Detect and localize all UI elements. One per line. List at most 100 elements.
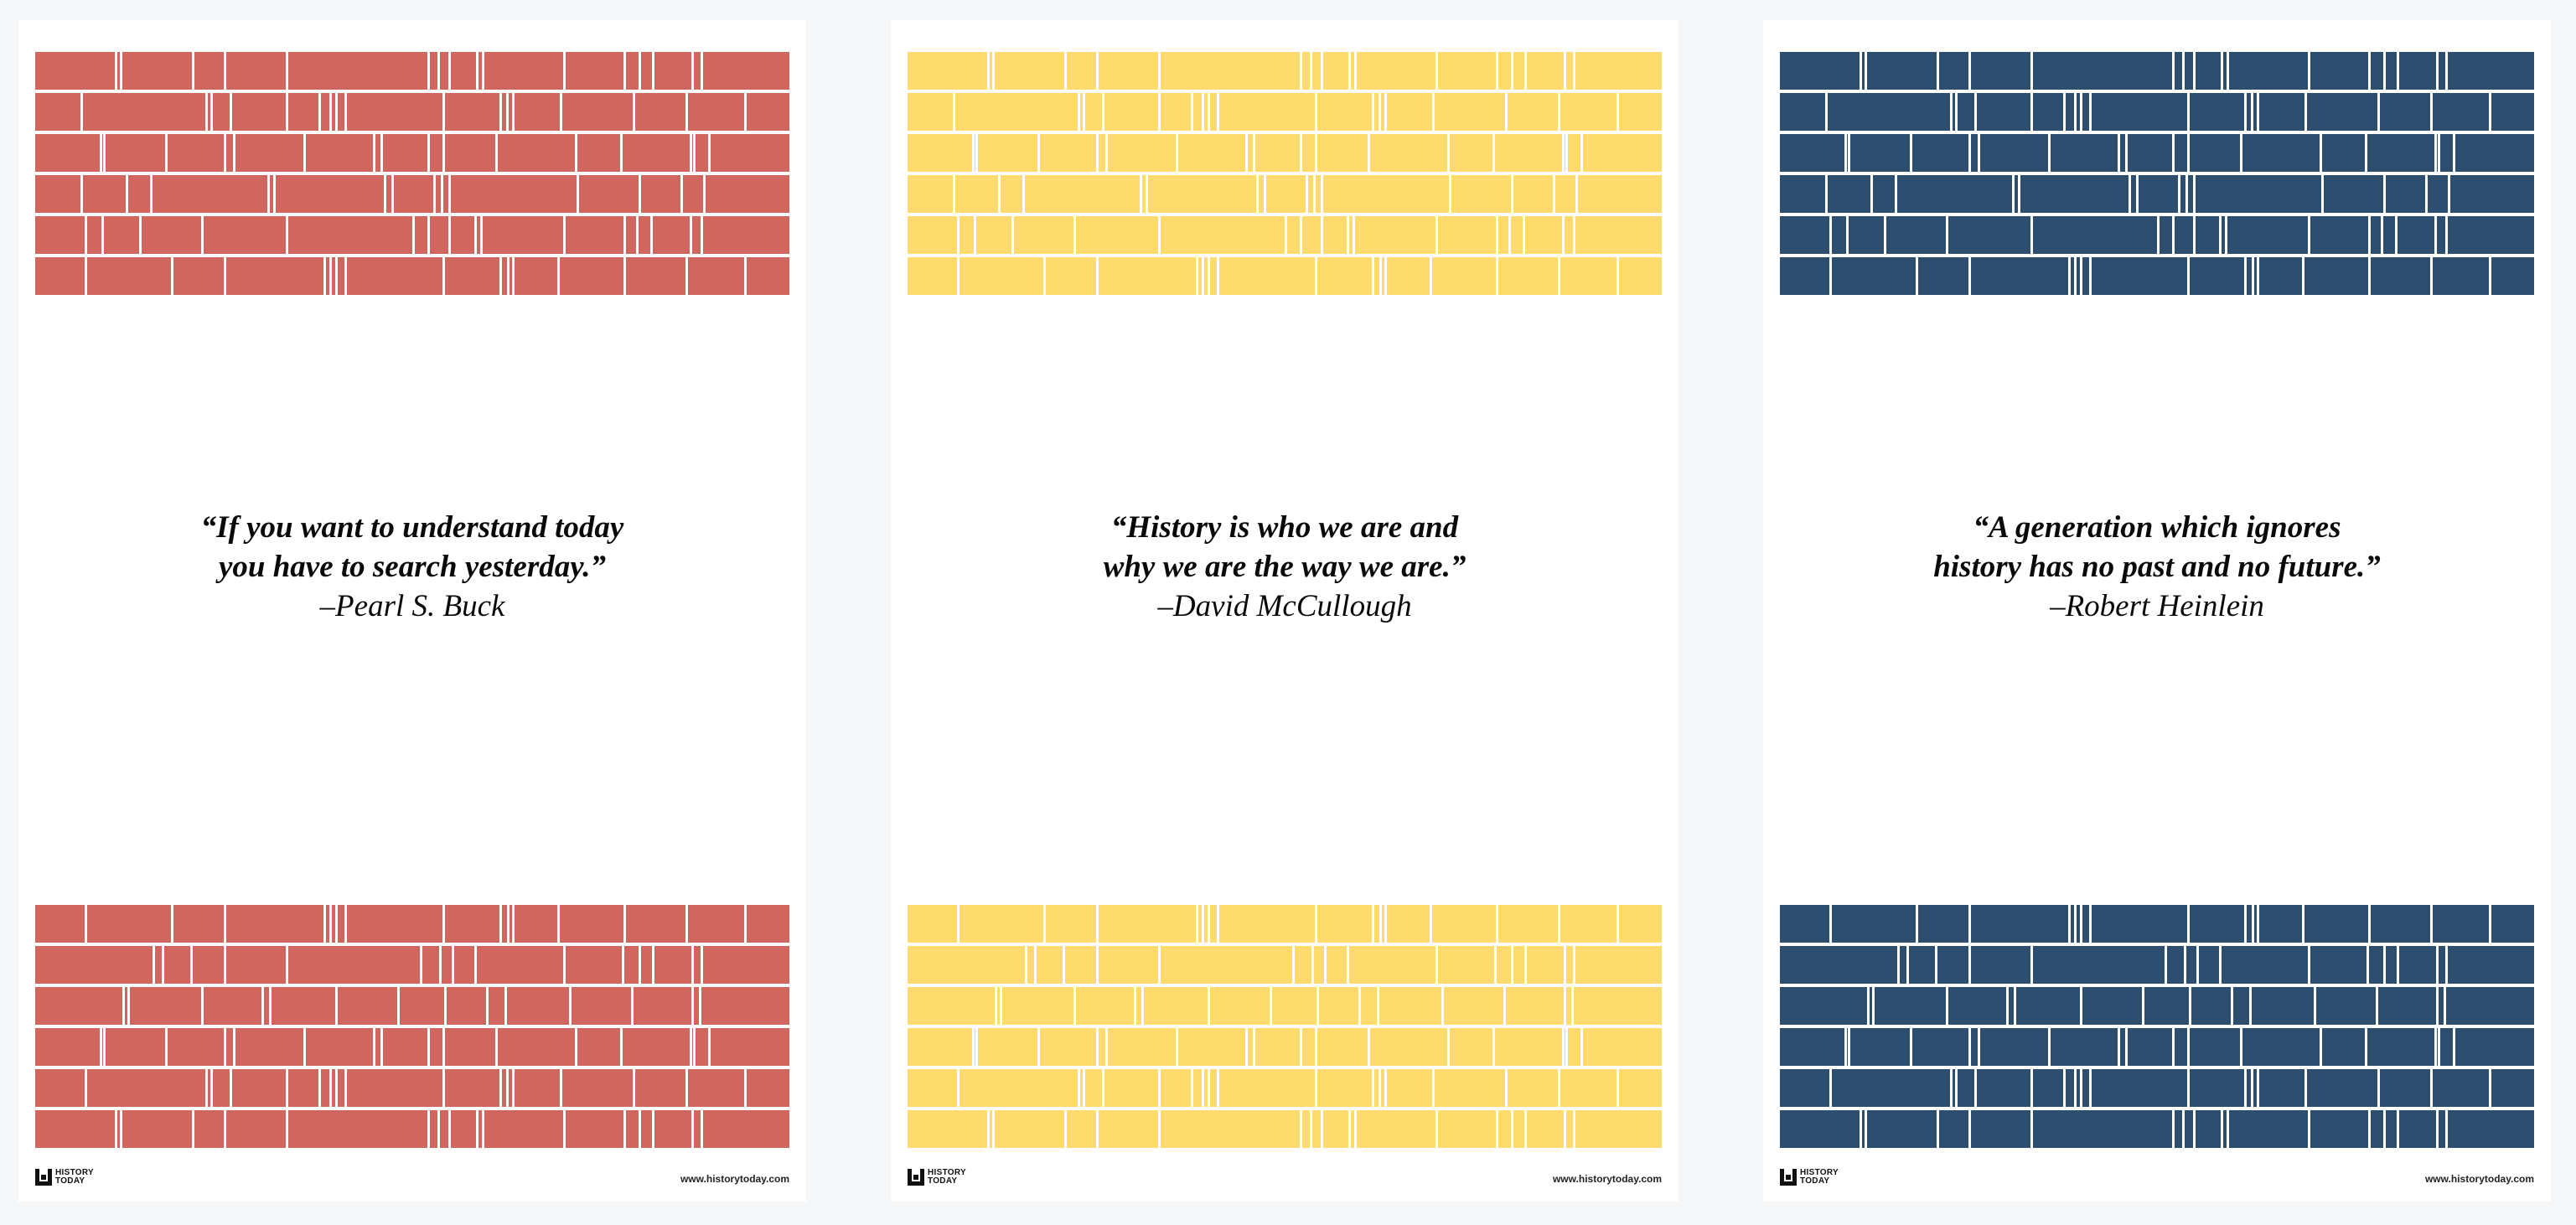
brick [2071,257,2074,295]
brick [445,1069,499,1107]
brick-course [908,52,1662,90]
brick [1381,93,1384,131]
brick [641,946,652,984]
brick [1513,1110,1524,1148]
brick [1867,1110,1937,1148]
brick [1619,1069,1662,1107]
brick [2033,216,2157,254]
brick [711,1028,789,1066]
brick [489,987,504,1025]
brick [1027,946,1034,984]
brick [1161,93,1191,131]
brick-course [35,216,789,254]
brick [1527,946,1564,984]
brick [703,946,789,984]
brick [908,93,953,131]
brick [1953,93,1955,131]
website-link[interactable]: www.historytoday.com [2424,1173,2534,1185]
brick [2066,93,2074,131]
brick [654,52,691,90]
brick [1828,175,1870,213]
brick [2399,1110,2436,1148]
brick [1161,1110,1300,1148]
brick [1619,257,1662,295]
brick [168,134,224,172]
brick [1219,93,1315,131]
brick [332,93,335,131]
brick-course [35,175,789,213]
brick [1387,93,1432,131]
brick [430,216,448,254]
brick [510,257,512,295]
brick [2254,257,2257,295]
brick [1287,216,1300,254]
brick-course [1780,93,2534,131]
brick-course [35,257,789,295]
brick [2120,134,2125,172]
brick [117,1110,120,1148]
brick [2180,175,2185,213]
website-link[interactable]: www.historytoday.com [1552,1173,1662,1185]
brick [1828,93,1950,131]
brick [1142,175,1146,213]
brick [566,52,623,90]
brick [908,216,957,254]
brick [1870,987,1872,1025]
brick [1525,216,1562,254]
brick [1780,987,1867,1025]
brick [2491,1069,2534,1107]
brick [747,93,789,131]
brick [1527,1110,1564,1148]
brick [1357,52,1435,90]
brick [35,946,153,984]
brick [232,93,286,131]
brick [696,1028,708,1066]
brick [1001,175,1022,213]
brick [978,1028,1037,1066]
brick [2175,1028,2187,1066]
brick-course [35,946,789,984]
brick [1583,134,1662,172]
brick [1219,257,1315,295]
brick [641,52,652,90]
brick [2131,175,2136,213]
brick-course [908,946,1662,984]
brick [2190,1028,2240,1066]
brick [2033,93,2063,131]
brick [451,216,474,254]
brick-course [35,1069,789,1107]
brick [2304,257,2368,295]
brick [1259,175,1264,213]
brick [579,175,639,213]
brick [2196,216,2219,254]
brick [1308,175,1313,213]
brick [908,905,957,943]
brick-course [908,1028,1662,1066]
brick [2253,93,2257,131]
quote-author: –Pearl S. Buck [319,589,505,623]
brick [694,946,701,984]
brick [35,1028,100,1066]
brick [194,1110,224,1148]
website-link[interactable]: www.historytoday.com [680,1173,789,1185]
brick [2386,52,2397,90]
brick [155,946,162,984]
brick [2371,52,2383,90]
brick [35,987,122,1025]
brick [2254,905,2257,943]
brick [35,175,80,213]
brick-wall-bottom [1780,905,2534,1151]
brick [447,987,486,1025]
brick [2247,1069,2251,1107]
brick [1886,216,1946,254]
brick [2310,216,2368,254]
brick [2399,946,2436,984]
quote-line-2: history has no past and no future.” [1933,550,2381,584]
brick-course [1780,1110,2534,1148]
brick [2371,257,2430,295]
brick [1317,1028,1368,1066]
brick [1219,905,1315,943]
logo-text-line-1: HISTORY [928,1168,966,1177]
brick [560,257,623,295]
brick [2448,216,2534,254]
